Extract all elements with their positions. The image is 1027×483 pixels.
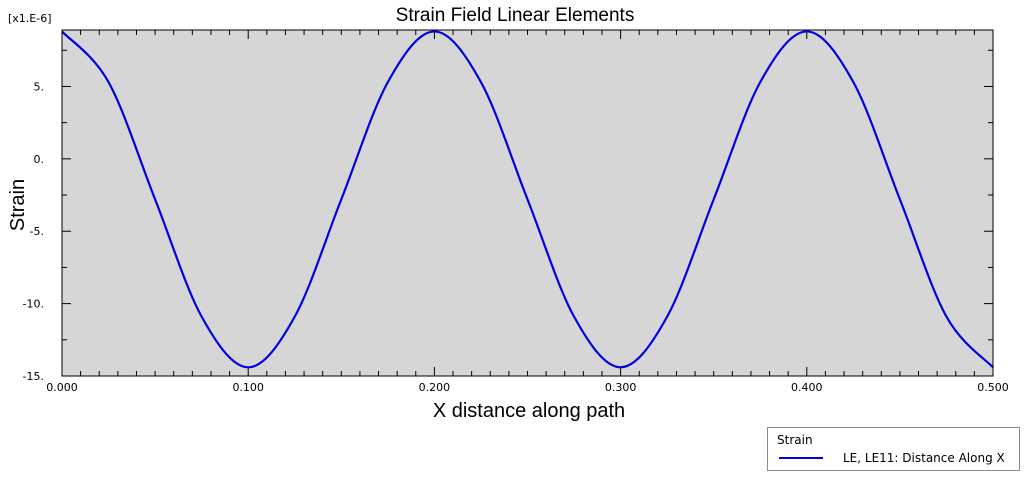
plot-frame [61,29,994,377]
x-tick-label: 0.300 [605,381,637,394]
x-tick-labels: 0.000 0.100 0.200 0.300 0.400 0.500 [46,381,1009,394]
x-tick-label: 0.500 [977,381,1009,394]
series-layer [61,30,994,369]
x-tick-label: 0.400 [791,381,823,394]
legend-title: Strain [777,433,813,447]
y-axis-title: Strain [7,179,29,231]
x-tick-label: 0.000 [46,381,78,394]
y-tick-label: 5. [34,80,45,93]
x-axis-title: X distance along path [433,400,625,422]
x-tick-label: 0.100 [232,381,264,394]
series-line-0 [61,30,994,369]
y-tick-label: -10. [23,298,44,311]
legend-label-le11: LE, LE11: Distance Along X [843,451,1005,465]
plot-area [62,30,993,376]
y-tick-label: 0. [34,153,45,166]
y-tick-labels: 5. 0. -5. -10. -15. [23,80,44,383]
minor-ticks [62,30,993,376]
y-axis-multiplier: [x1.E-6] [8,12,52,25]
x-tick-label: 0.200 [419,381,451,394]
y-tick-label: -15. [23,370,44,383]
chart-legend: Strain LE, LE11: Distance Along X [767,427,1020,471]
chart-title: Strain Field Linear Elements [396,5,635,26]
legend-swatch-le11 [779,457,823,459]
y-tick-label: -5. [30,225,44,238]
